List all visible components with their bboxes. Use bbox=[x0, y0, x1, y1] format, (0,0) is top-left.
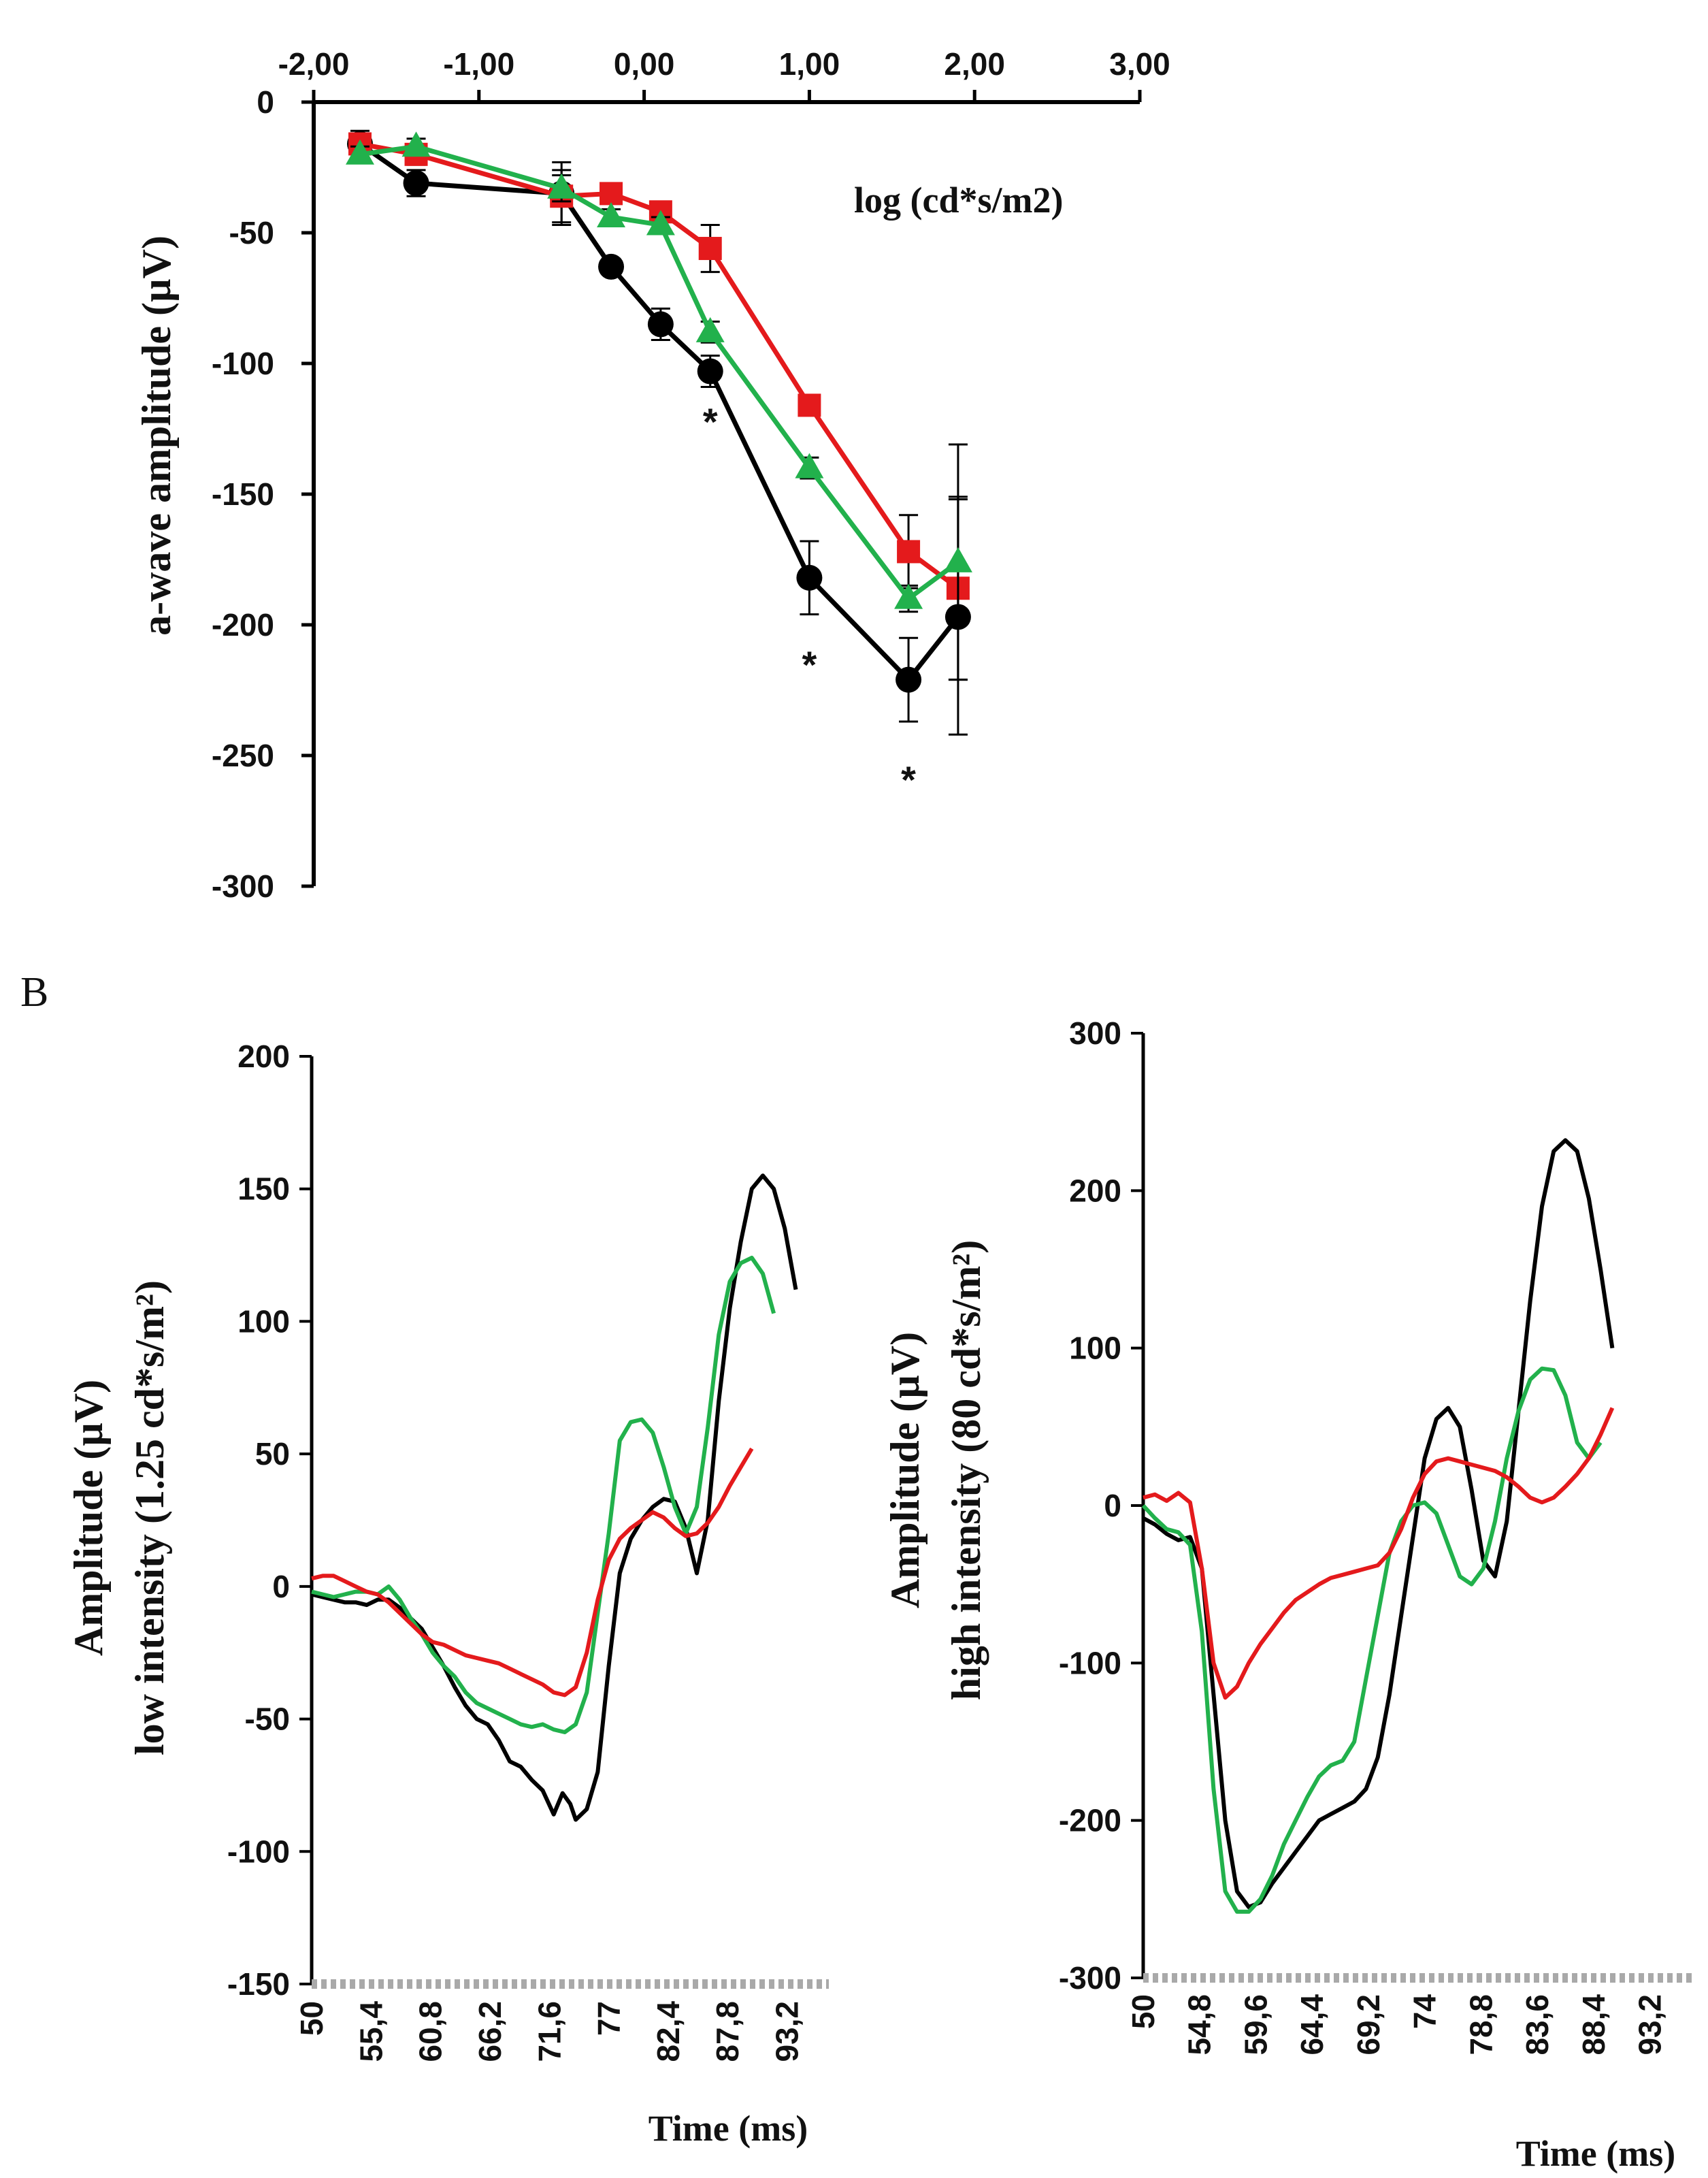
l-x-tick-label: 87,8 bbox=[710, 2001, 745, 2062]
data-point-triangle bbox=[345, 139, 374, 165]
r-y-tick-label: 100 bbox=[1069, 1331, 1121, 1366]
r-y-axis-label-line1: Amplitude (µV) bbox=[883, 1332, 927, 1608]
significance-asterisk: * bbox=[703, 400, 718, 443]
r-y-tick-label: 300 bbox=[1069, 1015, 1121, 1051]
a-y-tick-label: -300 bbox=[212, 868, 274, 904]
l-y-tick-label: 150 bbox=[237, 1171, 290, 1207]
l-x-tick-label: 60,8 bbox=[413, 2001, 448, 2062]
data-point-circle bbox=[647, 311, 674, 338]
l-y-tick-label: -50 bbox=[245, 1702, 290, 1737]
a-series-green-triangles bbox=[345, 131, 972, 681]
data-point-triangle bbox=[795, 453, 824, 478]
r-y-tick-label: -200 bbox=[1059, 1803, 1121, 1838]
data-point-square bbox=[698, 237, 722, 261]
r-x-tick-label: 88,4 bbox=[1576, 1994, 1611, 2055]
l-y-axis-label-line1: Amplitude (µV) bbox=[66, 1380, 111, 1656]
l-x-tick-label: 55,4 bbox=[353, 2001, 389, 2062]
a-x-tick-label: 0,00 bbox=[614, 46, 675, 82]
l-y-tick-label: 0 bbox=[272, 1569, 290, 1604]
l-y-axis-label-line2: low intensity (1.25 cd*s/m²) bbox=[127, 1280, 172, 1755]
a-y-tick-label: -100 bbox=[212, 346, 274, 381]
a-x-tick-label: 3,00 bbox=[1109, 46, 1170, 82]
l-x-axis-label: Time (ms) bbox=[648, 2108, 808, 2149]
data-point-triangle bbox=[597, 201, 626, 227]
r-x-tick-label: 74 bbox=[1407, 1994, 1443, 2030]
l-x-tick-label: 77 bbox=[591, 2001, 627, 2036]
l-x-tick-label: 93,2 bbox=[770, 2001, 805, 2062]
r-x-tick-label: 93,2 bbox=[1632, 1994, 1668, 2055]
data-point-triangle bbox=[646, 210, 675, 235]
data-point-circle bbox=[697, 358, 723, 385]
significance-asterisk: * bbox=[901, 758, 916, 801]
r-trace-black bbox=[1142, 1138, 1615, 1909]
significance-asterisk: * bbox=[802, 643, 817, 686]
a-x-tick-label: -1,00 bbox=[443, 46, 514, 82]
a-wave-chart: -2,00 -1,00 0,00 1,00 2,00 3,00 0 -50 -100 -150 -… bbox=[134, 46, 1170, 904]
data-point-triangle bbox=[695, 316, 725, 342]
panel-label-b: B bbox=[20, 969, 48, 1015]
r-x-tick-label: 64,4 bbox=[1294, 1994, 1330, 2055]
l-y-tick-label: -150 bbox=[227, 1966, 290, 2002]
data-point-triangle bbox=[401, 131, 431, 157]
a-y-tick-label: -250 bbox=[212, 738, 274, 773]
l-y-tick-label: 50 bbox=[255, 1436, 290, 1472]
a-x-tick-label: -2,00 bbox=[278, 46, 350, 82]
l-trace-red bbox=[311, 1447, 754, 1697]
l-y-tick-label: 200 bbox=[237, 1039, 290, 1074]
a-x-axis-label: log (cd*s/m2) bbox=[854, 180, 1063, 221]
data-point-circle bbox=[598, 253, 625, 280]
l-x-tick-label: 50 bbox=[294, 2001, 329, 2036]
a-y-tick-label: -200 bbox=[212, 607, 274, 643]
r-y-tick-label: -100 bbox=[1059, 1645, 1121, 1680]
l-trace-green bbox=[311, 1256, 776, 1734]
data-point-circle bbox=[403, 170, 429, 197]
high-intensity-chart: 300 200 100 0 -100 -200 -300 50 54,8 59,6 64,4 69,… bbox=[883, 1015, 1694, 2174]
a-x-tick-label: 2,00 bbox=[944, 46, 1005, 82]
r-x-tick-label: 50 bbox=[1126, 1994, 1161, 2029]
data-point-square bbox=[798, 393, 821, 417]
r-x-tick-label: 59,6 bbox=[1238, 1994, 1273, 2055]
data-point-square bbox=[897, 540, 921, 564]
l-x-tick-label: 71,6 bbox=[531, 2001, 567, 2062]
a-x-tick-label: 1,00 bbox=[779, 46, 840, 82]
data-point-triangle bbox=[547, 173, 576, 199]
a-y-tick-label: 0 bbox=[257, 84, 274, 120]
l-x-tick-label: 66,2 bbox=[472, 2001, 508, 2062]
a-y-tick-label: -50 bbox=[229, 215, 274, 250]
data-point-circle bbox=[896, 666, 922, 693]
r-x-tick-label: 54,8 bbox=[1182, 1994, 1217, 2055]
l-trace-black bbox=[311, 1173, 798, 1822]
r-x-axis-label: Time (ms) bbox=[1516, 2133, 1675, 2174]
data-point-square bbox=[600, 182, 623, 206]
r-trace-green bbox=[1141, 1366, 1603, 1914]
data-point-triangle bbox=[943, 547, 972, 572]
r-y-tick-label: -300 bbox=[1059, 1960, 1121, 1996]
r-x-tick-label: 78,8 bbox=[1463, 1994, 1498, 2055]
r-y-tick-label: 200 bbox=[1069, 1173, 1121, 1208]
r-x-tick-label: 69,2 bbox=[1351, 1994, 1386, 2055]
r-x-tick-label: 83,6 bbox=[1520, 1994, 1555, 2055]
r-y-axis-label-line2: high intensity (80 cd*s/m²) bbox=[944, 1240, 989, 1700]
l-x-tick-label: 82,4 bbox=[651, 2001, 686, 2062]
l-y-tick-label: 100 bbox=[237, 1303, 290, 1339]
l-y-tick-label: -100 bbox=[227, 1834, 290, 1869]
a-y-tick-label: -150 bbox=[212, 476, 274, 512]
a-y-axis-label: a-wave amplitude (µV) bbox=[134, 235, 179, 636]
r-trace-red bbox=[1143, 1407, 1615, 1700]
low-intensity-chart: 200 150 100 50 0 -50 -100 -150 50 55,4 60,8 66,2 71… bbox=[66, 1039, 829, 2149]
data-point-triangle bbox=[894, 583, 923, 609]
data-point-circle bbox=[796, 564, 823, 591]
r-y-tick-label: 0 bbox=[1104, 1488, 1121, 1523]
